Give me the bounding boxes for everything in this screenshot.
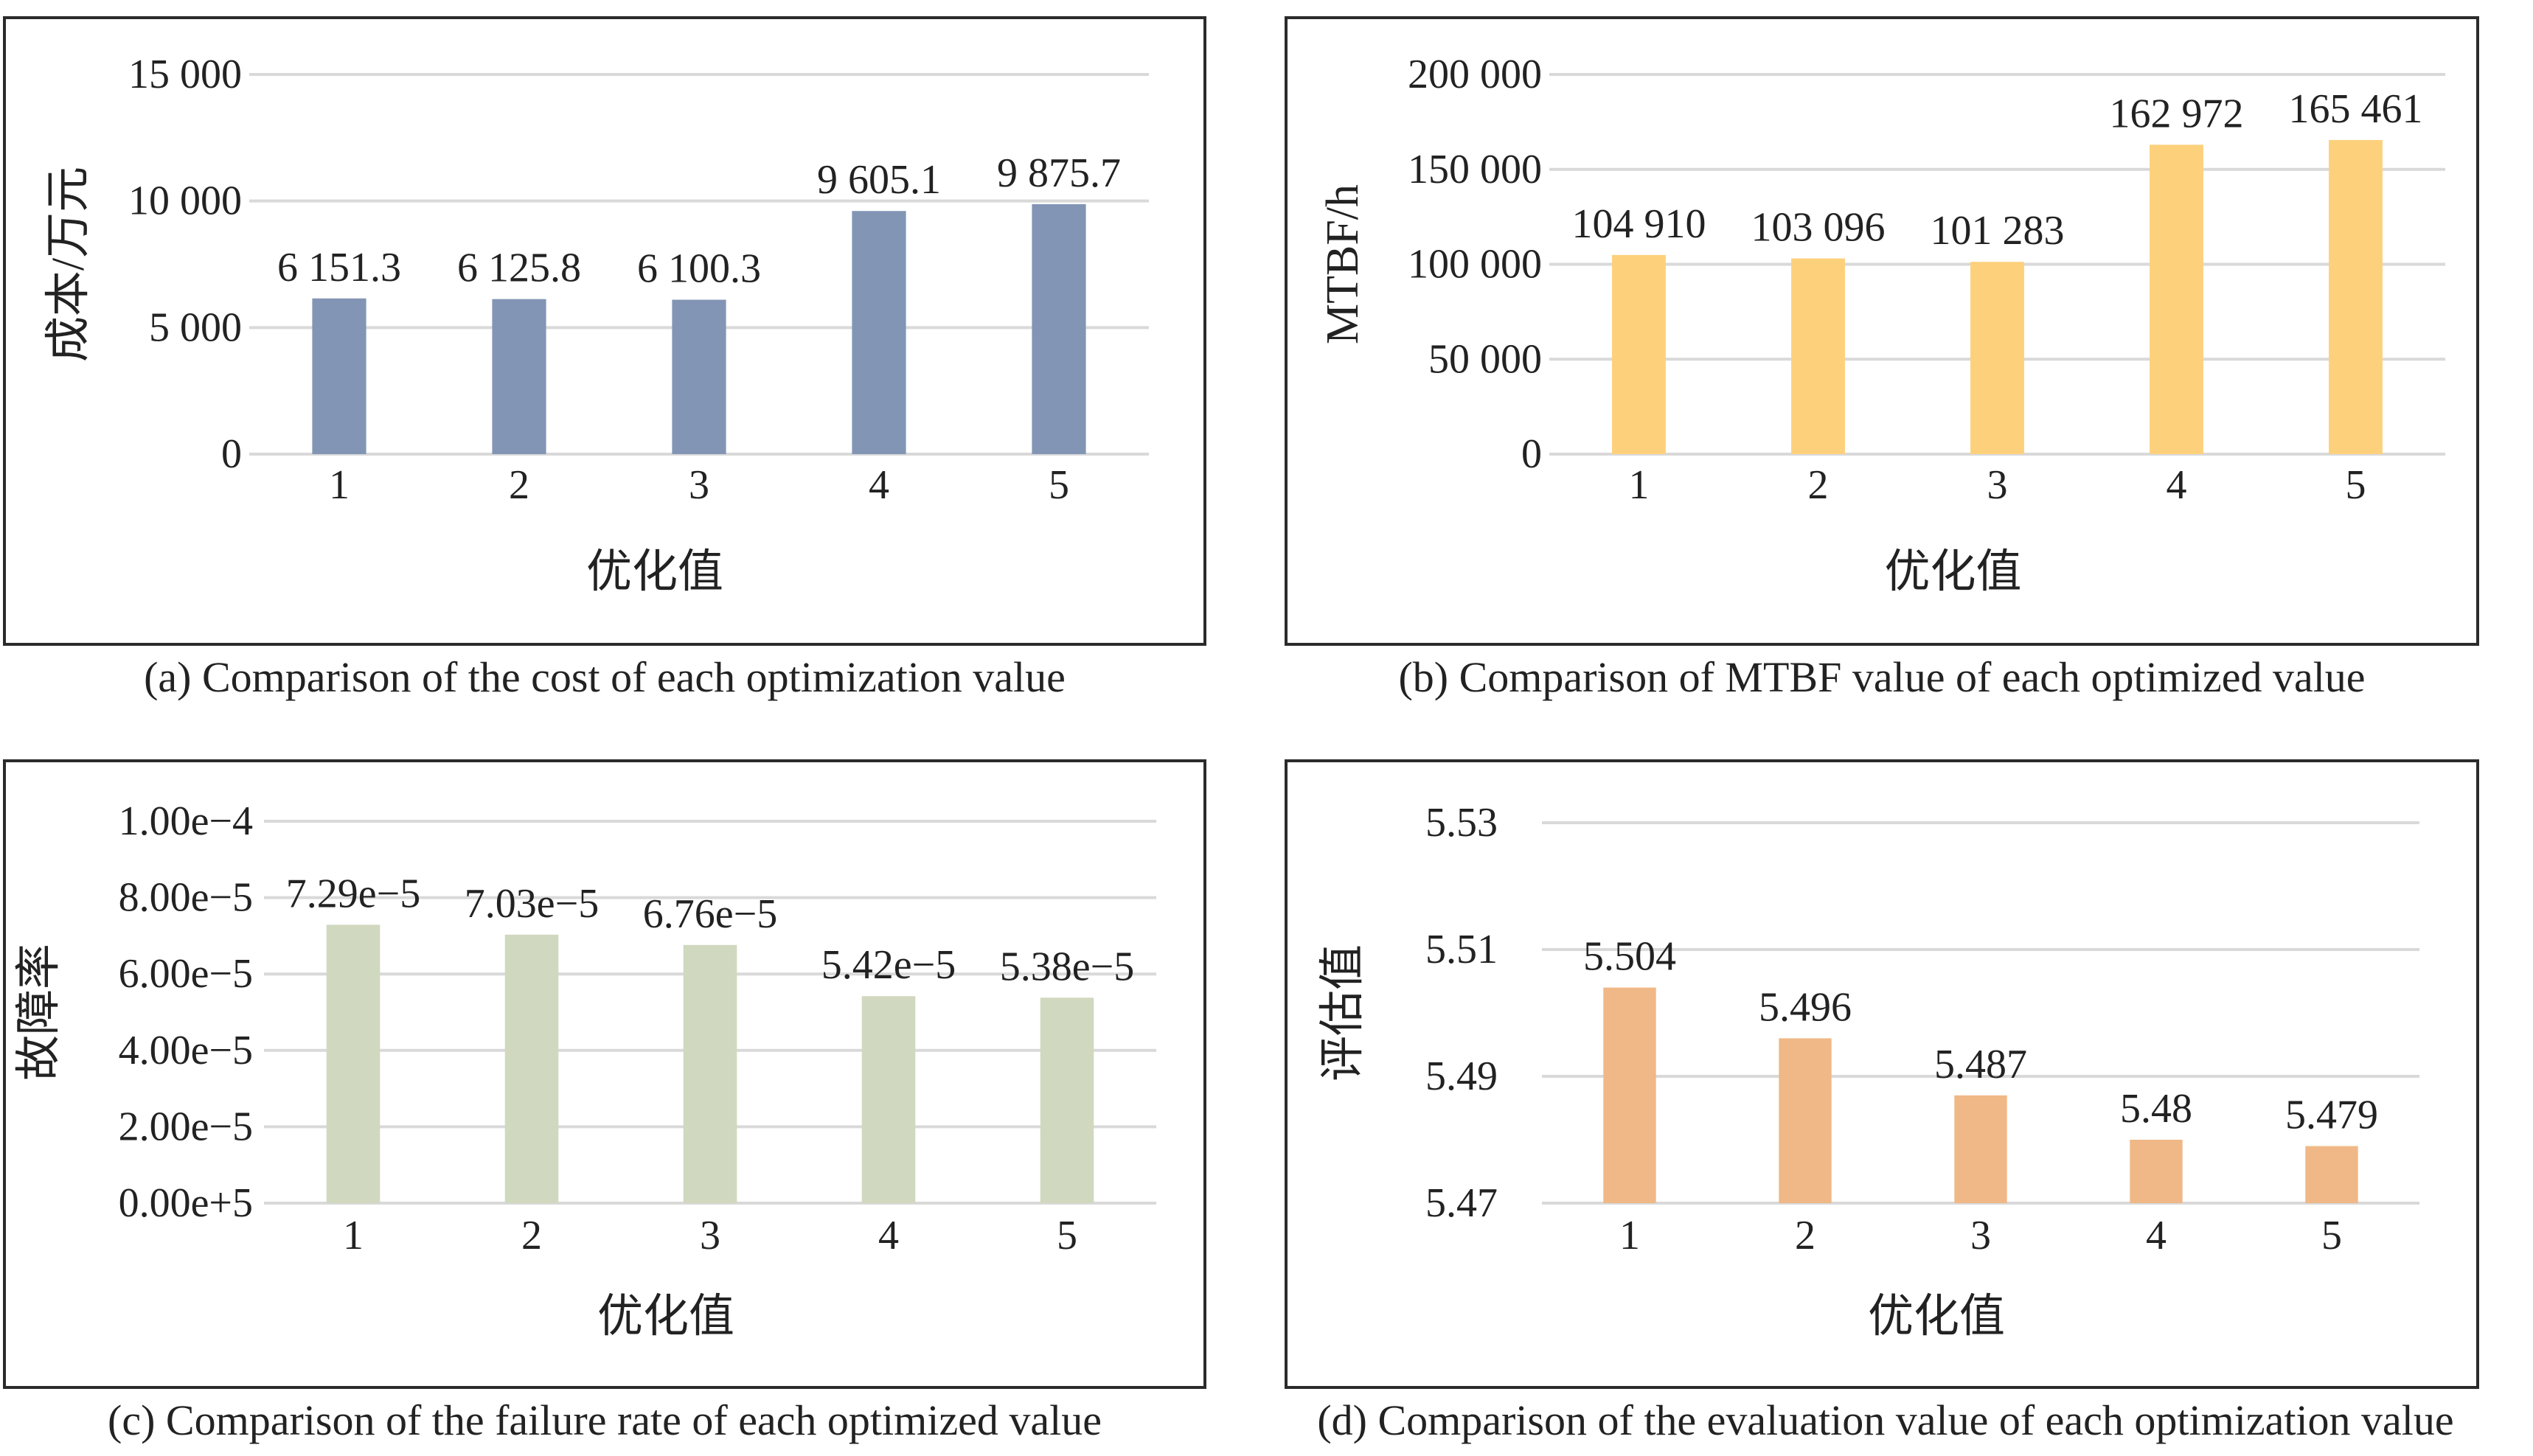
x-tick-label: 3 — [700, 1213, 720, 1258]
x-axis-title: 优化值 — [1868, 1292, 2005, 1342]
bar — [2305, 1146, 2358, 1203]
bar-value-label: 5.504 — [1583, 934, 1676, 980]
chart-frame-a: 0 5 000 10 000 15 000 6 151.3 1 6 125.8 2 6 100.… — [3, 16, 1206, 646]
bar — [861, 996, 916, 1203]
bar-value-label: 6.76e−5 — [643, 891, 777, 937]
bar-value-label: 6 100.3 — [637, 246, 761, 292]
bar — [2329, 139, 2383, 454]
y-axis-title: MTBF/h — [1318, 184, 1368, 344]
y-tick-label: 200 000 — [1408, 52, 1542, 97]
x-tick-label: 5 — [2346, 462, 2366, 508]
x-tick-label: 5 — [2321, 1213, 2342, 1258]
y-tick-label: 4.00e−5 — [119, 1028, 253, 1073]
x-axis-title: 优化值 — [1884, 547, 2021, 597]
bar-value-label: 9 605.1 — [817, 157, 941, 203]
bar-chart-evaluation: 5.47 5.49 5.51 5.53 5.504 1 5.496 2 5.487 3 5.48 4 5… — [1318, 800, 2419, 1342]
chart-frame-c: 0.00e+5 2.00e−5 4.00e−5 6.00e−5 8.00e−5 1.00e… — [3, 759, 1206, 1389]
y-axis-title: 评估值 — [1318, 944, 1368, 1081]
x-tick-label: 3 — [689, 462, 709, 508]
y-tick-label: 5.51 — [1425, 927, 1498, 972]
x-tick-label: 3 — [1970, 1213, 1991, 1258]
x-tick-label: 1 — [1619, 1213, 1640, 1258]
caption-b: (b) Comparison of MTBF value of each opt… — [1398, 653, 2366, 701]
bar-value-label: 5.42e−5 — [821, 942, 956, 988]
y-tick-label: 100 000 — [1408, 242, 1542, 288]
bar — [1612, 254, 1666, 454]
x-axis-title: 优化值 — [597, 1292, 734, 1342]
y-tick-label: 2.00e−5 — [119, 1104, 253, 1149]
x-tick-label: 1 — [329, 462, 350, 508]
bar — [2130, 1140, 2183, 1203]
bar — [326, 924, 381, 1203]
x-tick-label: 4 — [2146, 1213, 2167, 1258]
bar — [312, 298, 366, 454]
bar-value-label: 103 096 — [1751, 205, 1886, 251]
bar — [1970, 262, 2024, 454]
x-tick-label: 4 — [2167, 462, 2187, 508]
y-tick-label: 0.00e+5 — [119, 1180, 253, 1226]
bar-value-label: 7.03e−5 — [465, 881, 599, 927]
bar-value-label: 5.48 — [2120, 1086, 2192, 1132]
x-tick-label: 1 — [343, 1213, 364, 1258]
y-tick-label: 5.53 — [1425, 800, 1498, 846]
bar-chart-mtbf: 0 50 000 100 000 150 000 200 000 104 910 1 103 … — [1318, 52, 2445, 597]
x-tick-label: 4 — [869, 462, 889, 508]
x-tick-label: 5 — [1049, 462, 1069, 508]
x-tick-label: 2 — [521, 1213, 542, 1258]
bar-value-label: 7.29e−5 — [286, 871, 420, 916]
bar-chart-failure-rate: 0.00e+5 2.00e−5 4.00e−5 6.00e−5 8.00e−5 1.00e… — [14, 798, 1156, 1342]
chart-frame-d: 5.47 5.49 5.51 5.53 5.504 1 5.496 2 5.487 3 5.48 4 5… — [1285, 759, 2479, 1389]
x-tick-label: 5 — [1057, 1213, 1077, 1258]
bar — [504, 934, 559, 1203]
y-tick-label: 150 000 — [1408, 147, 1542, 192]
x-tick-label: 4 — [878, 1213, 899, 1258]
bar — [852, 211, 906, 454]
x-tick-label: 2 — [509, 462, 529, 508]
y-tick-label: 15 000 — [128, 52, 242, 97]
caption-d: (d) Comparison of the evaluation value o… — [1317, 1396, 2454, 1444]
bar — [2150, 144, 2203, 454]
bar — [492, 299, 546, 454]
bar-value-label: 6 125.8 — [457, 245, 581, 291]
x-tick-label: 2 — [1808, 462, 1829, 508]
x-axis-title: 优化值 — [586, 547, 723, 597]
caption-a: (a) Comparison of the cost of each optim… — [144, 653, 1066, 701]
caption-c: (c) Comparison of the failure rate of ea… — [108, 1396, 1102, 1444]
bar-value-label: 162 972 — [2110, 91, 2244, 136]
x-tick-label: 2 — [1795, 1213, 1816, 1258]
x-tick-label: 1 — [1629, 462, 1650, 508]
y-tick-label: 8.00e−5 — [119, 875, 253, 921]
bar-value-label: 9 875.7 — [997, 150, 1121, 196]
bar-value-label: 101 283 — [1931, 208, 2065, 254]
bar-value-label: 5.487 — [1934, 1042, 2027, 1087]
bar — [683, 944, 737, 1203]
bar-value-label: 104 910 — [1572, 201, 1706, 247]
x-tick-label: 3 — [1987, 462, 2008, 508]
bar-value-label: 5.38e−5 — [1000, 944, 1134, 989]
bar — [1954, 1095, 2007, 1203]
bar — [1040, 997, 1094, 1203]
y-tick-label: 5.49 — [1425, 1053, 1498, 1099]
y-tick-label: 10 000 — [128, 178, 242, 224]
y-tick-label: 0 — [1521, 431, 1542, 477]
chart-frame-b: 0 50 000 100 000 150 000 200 000 104 910 1 103 … — [1285, 16, 2479, 646]
bar-value-label: 5.479 — [2285, 1093, 2378, 1138]
y-tick-label: 5.47 — [1425, 1180, 1498, 1226]
y-tick-label: 6.00e−5 — [119, 951, 253, 997]
y-axis-title: 故障率 — [14, 944, 64, 1081]
bar — [1032, 203, 1086, 454]
y-tick-label: 50 000 — [1428, 336, 1542, 382]
bar — [1603, 987, 1656, 1203]
bar — [1779, 1038, 1832, 1203]
bar-value-label: 165 461 — [2289, 86, 2423, 132]
y-tick-label: 1.00e−4 — [119, 798, 253, 844]
bar — [1791, 258, 1845, 454]
y-tick-label: 5 000 — [149, 304, 242, 350]
y-axis-title: 成本/万元 — [44, 167, 94, 362]
bar-value-label: 5.496 — [1759, 984, 1852, 1030]
bar-value-label: 6 151.3 — [277, 245, 401, 290]
bar-chart-cost: 0 5 000 10 000 15 000 6 151.3 1 6 125.8 2 6 100.… — [44, 52, 1149, 597]
y-tick-label: 0 — [221, 431, 242, 477]
bar — [672, 299, 726, 454]
